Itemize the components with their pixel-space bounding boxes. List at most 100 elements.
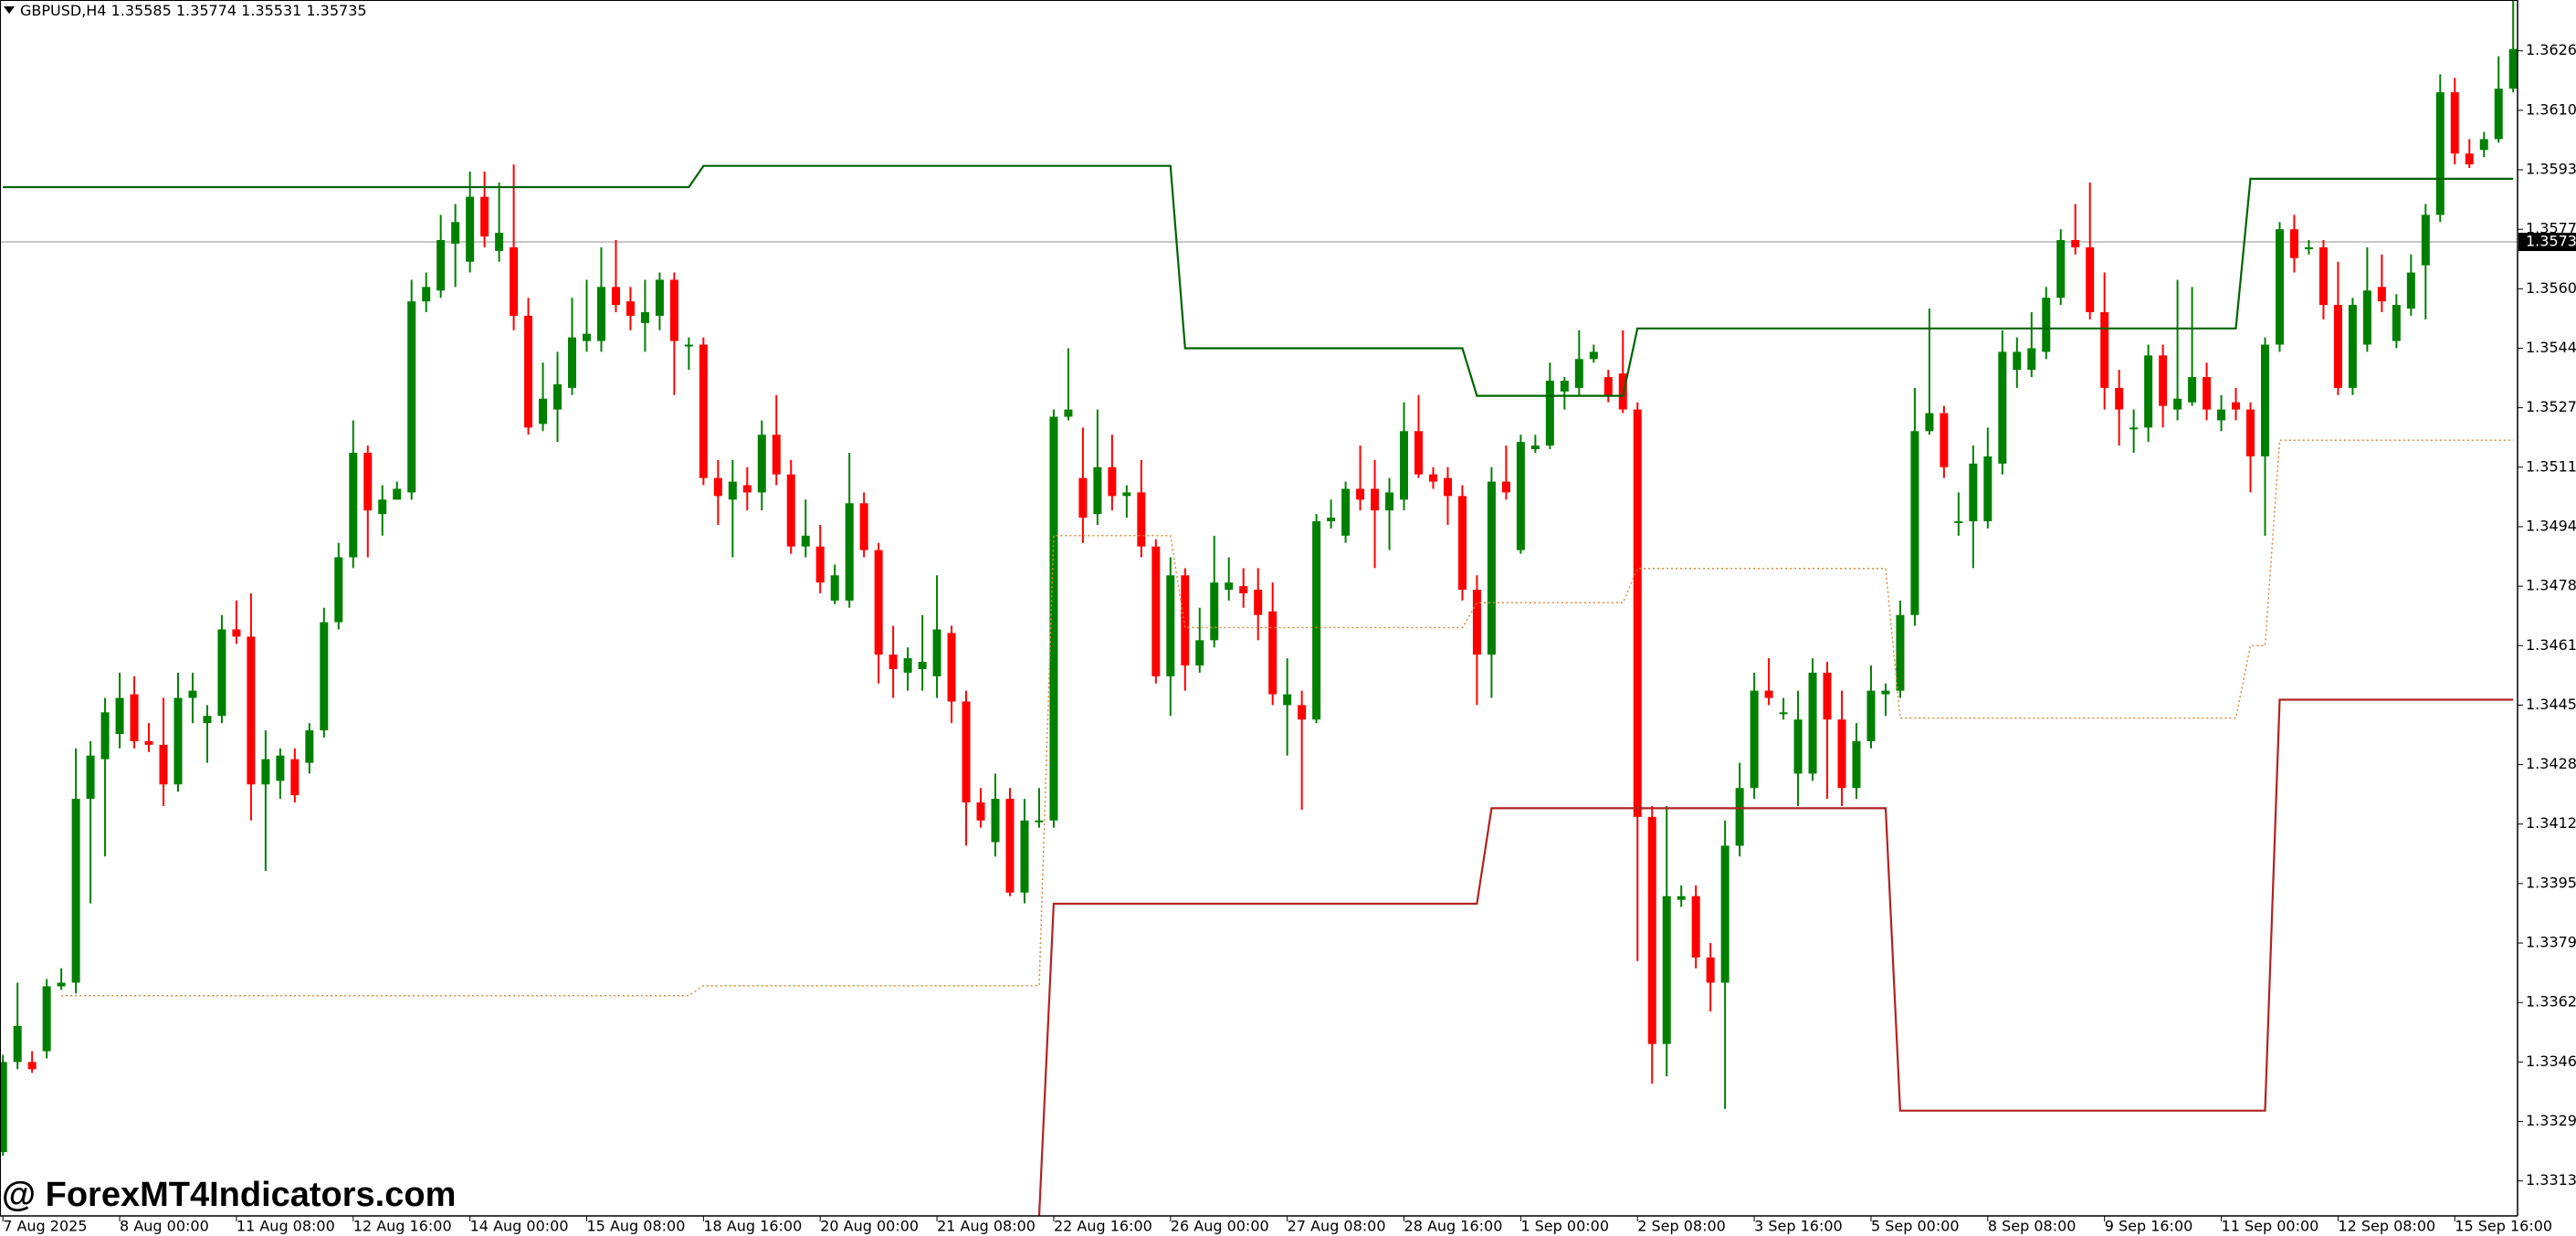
candle-body (2232, 402, 2241, 410)
x-tick-label: 1 Sep 00:00 (1520, 1218, 1609, 1235)
candle-body (1312, 521, 1321, 720)
candle-body (2217, 409, 2226, 421)
y-tick-label: 1.34120 (2526, 814, 2576, 832)
candle-body (786, 474, 795, 547)
candle-body (1035, 820, 1044, 822)
candle-body (976, 802, 985, 821)
candle-body (71, 799, 80, 983)
candle-body (626, 301, 635, 316)
candle-body (1647, 816, 1656, 1044)
candle-body (451, 222, 460, 244)
candle-body (1166, 575, 1175, 676)
candle-body (1239, 586, 1248, 594)
candle-body (1852, 740, 1861, 789)
candle-body (1108, 466, 1117, 497)
candle-body (334, 557, 343, 623)
candle-body (1691, 896, 1700, 958)
candle-body (2348, 305, 2357, 388)
candle-body (1254, 590, 1263, 615)
y-tick-label: 1.34945 (2526, 517, 2576, 534)
candle-body (2129, 427, 2139, 430)
candle-body (1414, 431, 1424, 475)
candle-body (1574, 359, 1583, 388)
candle-body (962, 701, 971, 803)
candle-body (1706, 957, 1715, 983)
candle-body (1283, 694, 1292, 706)
candle-body (655, 279, 664, 316)
candle-body (611, 287, 620, 306)
menu-arrow[interactable] (4, 6, 15, 14)
candle-body (2362, 290, 2371, 345)
candle-body (1428, 474, 1437, 482)
watermark: @ ForexMT4Indicators.com (2, 1176, 456, 1214)
candle-body (217, 629, 226, 717)
candle-body (1151, 546, 1161, 676)
candle-body (801, 535, 810, 547)
candle-body (1808, 672, 1817, 774)
candle-body (1545, 381, 1554, 446)
x-tick-label: 2 Sep 08:00 (1637, 1218, 1726, 1235)
x-tick-label: 5 Sep 00:00 (1871, 1218, 1960, 1235)
candle-body (1764, 690, 1773, 698)
candle-body (1268, 611, 1277, 695)
candle-body (1866, 690, 1876, 741)
x-tick-label: 15 Sep 16:00 (2455, 1218, 2552, 1235)
candle-body (728, 481, 737, 500)
candle-body (290, 759, 300, 796)
candle-body (2173, 398, 2182, 410)
x-tick-label: 11 Sep 00:00 (2222, 1218, 2319, 1235)
y-tick-label: 1.35935 (2526, 160, 2576, 177)
current-price-box (2518, 232, 2576, 251)
x-tick-label: 21 Aug 08:00 (937, 1218, 1036, 1235)
x-tick-label: 12 Aug 16:00 (353, 1218, 452, 1235)
candle-body (1983, 456, 1992, 522)
y-tick-label: 1.35605 (2526, 279, 2576, 297)
y-tick-label: 1.36265 (2526, 41, 2576, 58)
candle-body (305, 730, 314, 763)
candle-body (349, 452, 358, 558)
x-tick-label: 22 Aug 16:00 (1054, 1218, 1152, 1235)
candle-body (991, 799, 1000, 843)
candle-body (1677, 896, 1686, 900)
candle-body (699, 344, 708, 478)
candle-body (173, 697, 183, 785)
candle-body (42, 986, 51, 1052)
candle-body (1078, 477, 1088, 518)
candle-body (2115, 387, 2124, 410)
candle-body (2203, 377, 2212, 410)
candle-body (261, 759, 270, 785)
candle-body (1298, 705, 1307, 720)
candle-body (2465, 153, 2474, 165)
y-tick-label: 1.35275 (2526, 398, 2576, 415)
x-tick-label: 12 Sep 08:00 (2338, 1218, 2435, 1235)
candle-body (1998, 351, 2007, 464)
candle-body (1064, 409, 1073, 417)
symbol: GBPUSD,H4 (20, 2, 107, 19)
candle-body (1341, 488, 1351, 536)
candle-body (1371, 488, 1380, 511)
x-tick-label: 7 Aug 2025 (3, 1218, 87, 1235)
candle-body (2086, 246, 2095, 312)
y-tick-label: 1.35440 (2526, 339, 2576, 356)
candle-body (918, 662, 927, 669)
y-tick-label: 1.33130 (2526, 1171, 2576, 1189)
candle-body (2261, 344, 2270, 456)
candle-body (1122, 492, 1131, 497)
candle-body (1560, 381, 1569, 392)
candle-body (13, 1025, 22, 1063)
candle-body (2027, 348, 2036, 371)
candle-body (1005, 799, 1015, 893)
candle-body (772, 435, 781, 475)
candle-body (2071, 240, 2080, 247)
candle-body (1662, 896, 1671, 1044)
candle-body (1589, 351, 1598, 360)
candle-body (2289, 229, 2298, 258)
candle-body (2377, 287, 2386, 302)
y-tick-label: 1.34285 (2526, 755, 2576, 772)
candle-body (1137, 492, 1146, 547)
candle-body (1735, 788, 1744, 846)
candle-body (1896, 614, 1905, 691)
x-tick-label: 14 Aug 00:00 (470, 1218, 569, 1235)
candle-body (1910, 431, 1919, 615)
